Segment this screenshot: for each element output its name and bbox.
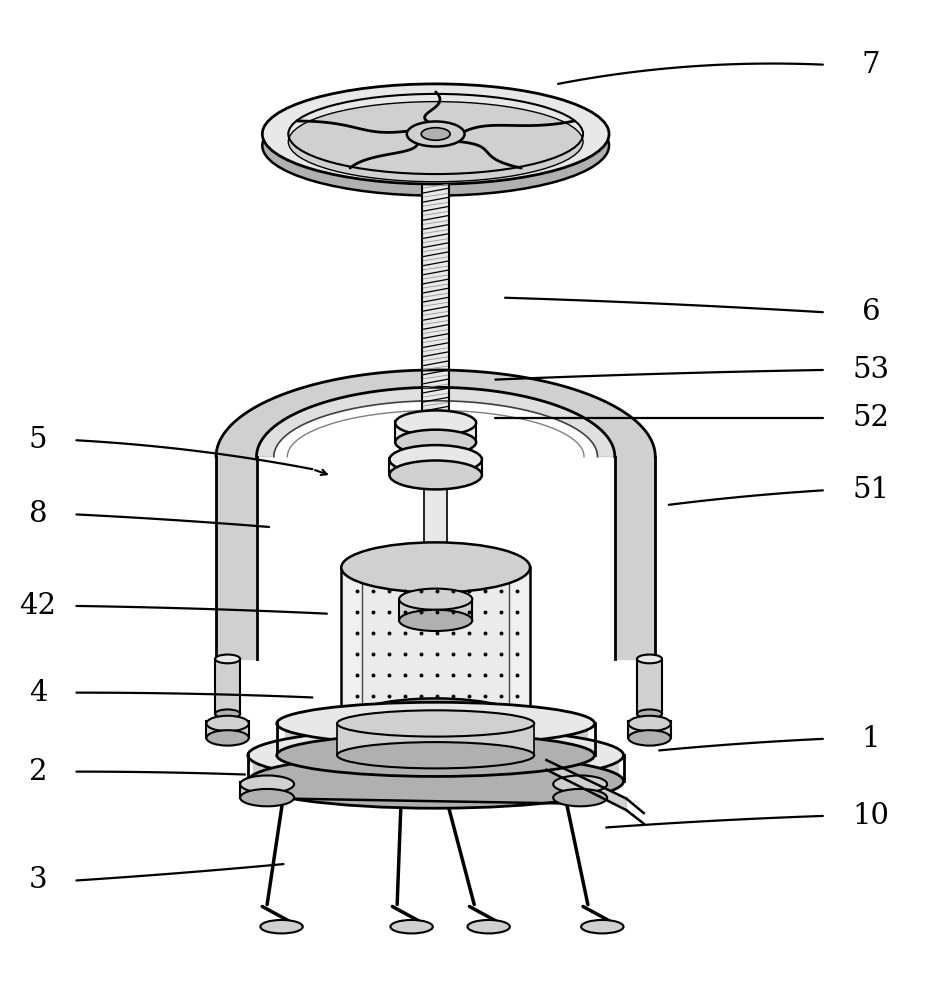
Ellipse shape: [337, 710, 535, 737]
Bar: [423, 184, 449, 457]
Ellipse shape: [341, 698, 530, 749]
Text: 8: 8: [29, 500, 48, 528]
Polygon shape: [547, 760, 626, 810]
Polygon shape: [216, 370, 655, 457]
Ellipse shape: [248, 728, 623, 782]
Ellipse shape: [553, 789, 607, 806]
Ellipse shape: [389, 445, 482, 474]
Text: 53: 53: [853, 356, 889, 384]
Text: 3: 3: [29, 866, 48, 894]
Text: 6: 6: [862, 298, 881, 326]
Ellipse shape: [581, 920, 623, 933]
Ellipse shape: [628, 730, 671, 746]
Text: 4: 4: [29, 679, 48, 707]
Ellipse shape: [637, 709, 662, 718]
Ellipse shape: [467, 920, 509, 933]
Ellipse shape: [240, 789, 294, 806]
Ellipse shape: [248, 754, 623, 808]
Text: 7: 7: [862, 51, 881, 79]
Bar: [553, 782, 607, 798]
Text: 5: 5: [29, 426, 48, 454]
Ellipse shape: [396, 430, 476, 455]
Ellipse shape: [216, 709, 240, 718]
Ellipse shape: [277, 702, 594, 745]
Bar: [206, 721, 249, 738]
Ellipse shape: [389, 461, 482, 489]
Ellipse shape: [637, 655, 662, 663]
Ellipse shape: [262, 84, 609, 184]
Bar: [628, 721, 671, 738]
Bar: [396, 421, 476, 442]
Ellipse shape: [288, 102, 583, 182]
Ellipse shape: [337, 742, 535, 768]
Ellipse shape: [262, 95, 609, 196]
Ellipse shape: [277, 734, 594, 776]
Ellipse shape: [399, 610, 472, 631]
Ellipse shape: [260, 920, 302, 933]
Ellipse shape: [206, 730, 249, 746]
Ellipse shape: [553, 775, 607, 793]
Text: 51: 51: [853, 476, 889, 504]
Ellipse shape: [407, 121, 465, 147]
Bar: [389, 458, 482, 475]
Ellipse shape: [399, 589, 472, 610]
Bar: [240, 782, 294, 798]
Ellipse shape: [240, 775, 294, 793]
Bar: [425, 452, 447, 620]
Text: 10: 10: [853, 802, 889, 830]
Bar: [216, 659, 240, 714]
Bar: [337, 723, 535, 755]
Bar: [399, 599, 472, 620]
Ellipse shape: [390, 920, 433, 933]
Ellipse shape: [628, 716, 671, 731]
Ellipse shape: [396, 410, 476, 435]
Text: 52: 52: [853, 404, 889, 432]
Ellipse shape: [216, 655, 240, 663]
Text: 2: 2: [29, 758, 48, 786]
Ellipse shape: [206, 716, 249, 731]
Ellipse shape: [341, 542, 530, 592]
Ellipse shape: [421, 128, 450, 140]
Polygon shape: [257, 387, 615, 457]
Bar: [637, 659, 662, 714]
Text: 42: 42: [20, 592, 56, 620]
Text: 1: 1: [862, 725, 881, 753]
